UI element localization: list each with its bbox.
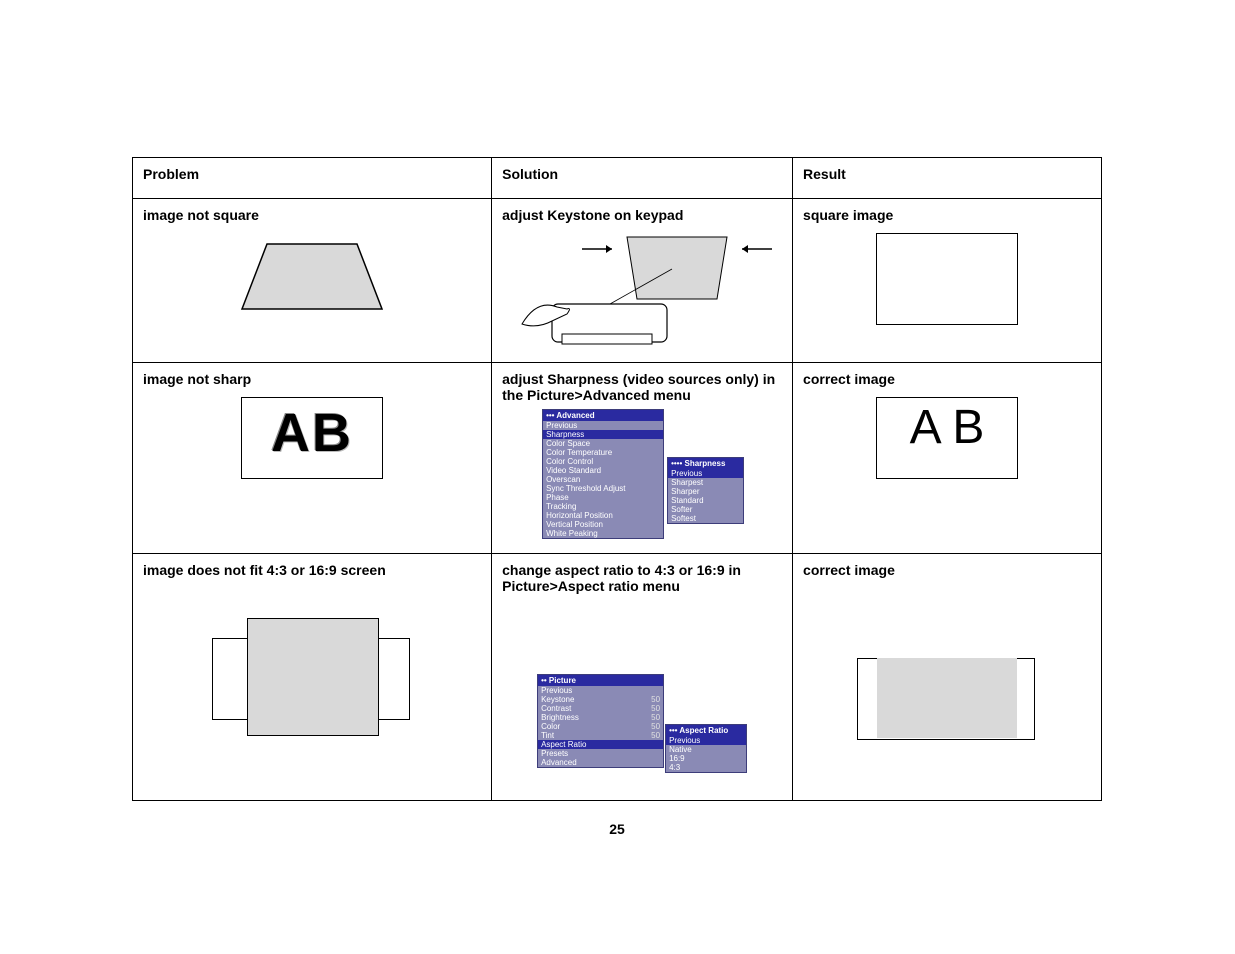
aspect-mismatch-illustration — [212, 618, 412, 738]
header-problem: Problem — [133, 158, 492, 199]
problem-label: image not sharp — [143, 371, 481, 387]
problem-cell: image not sharp AB AB AB — [133, 363, 492, 554]
table-row: image does not fit 4:3 or 16:9 screen ch… — [133, 554, 1102, 801]
header-result: Result — [793, 158, 1102, 199]
troubleshooting-table: Problem Solution Result image not square… — [132, 157, 1102, 801]
submenu-title: ••• Aspect Ratio — [666, 725, 746, 736]
result-label: square image — [803, 207, 1091, 223]
page-number: 25 — [132, 821, 1102, 837]
problem-label: image does not fit 4:3 or 16:9 screen — [143, 562, 481, 578]
solution-label: change aspect ratio to 4:3 or 16:9 in Pi… — [502, 562, 782, 594]
header-solution: Solution — [492, 158, 793, 199]
menu-title: •• Picture — [538, 675, 663, 686]
blurry-image-illustration: AB AB AB — [143, 397, 481, 479]
picture-menu-screenshot: •• Picture Previous Keystone50 Contrast5… — [537, 674, 747, 768]
table-header-row: Problem Solution Result — [133, 158, 1102, 199]
problem-label: image not square — [143, 207, 481, 223]
trapezoid-illustration — [143, 229, 481, 324]
table-row: image not square adjust Keystone on keyp… — [133, 199, 1102, 363]
result-label: correct image — [803, 371, 1091, 387]
solution-cell: adjust Keystone on keypad — [492, 199, 793, 363]
menu-title: ••• Advanced — [543, 410, 663, 421]
submenu-title: •••• Sharpness — [668, 458, 743, 469]
result-cell: correct image A B — [793, 363, 1102, 554]
solution-cell: change aspect ratio to 4:3 or 16:9 in Pi… — [492, 554, 793, 801]
correct-aspect-illustration — [847, 638, 1047, 758]
square-image-icon — [876, 233, 1018, 325]
problem-cell: image does not fit 4:3 or 16:9 screen — [133, 554, 492, 801]
projector-illustration — [502, 229, 782, 354]
result-cell: correct image — [793, 554, 1102, 801]
trapezoid-icon — [237, 239, 387, 319]
solution-label: adjust Keystone on keypad — [502, 207, 782, 223]
solution-label: adjust Sharpness (video sources only) in… — [502, 371, 782, 403]
table-row: image not sharp AB AB AB adjust Sharpnes… — [133, 363, 1102, 554]
result-label: correct image — [803, 562, 1091, 578]
solution-cell: adjust Sharpness (video sources only) in… — [492, 363, 793, 554]
ab-text: AB — [271, 398, 353, 460]
page-content: Problem Solution Result image not square… — [132, 157, 1102, 837]
advanced-menu-screenshot: ••• Advanced Previous Sharpness Color Sp… — [542, 409, 742, 539]
projector-icon — [512, 229, 772, 349]
result-cell: square image — [793, 199, 1102, 363]
sharp-image-illustration: A B — [876, 397, 1018, 479]
ab-sharp-text: A B — [910, 398, 985, 452]
problem-cell: image not square — [133, 199, 492, 363]
